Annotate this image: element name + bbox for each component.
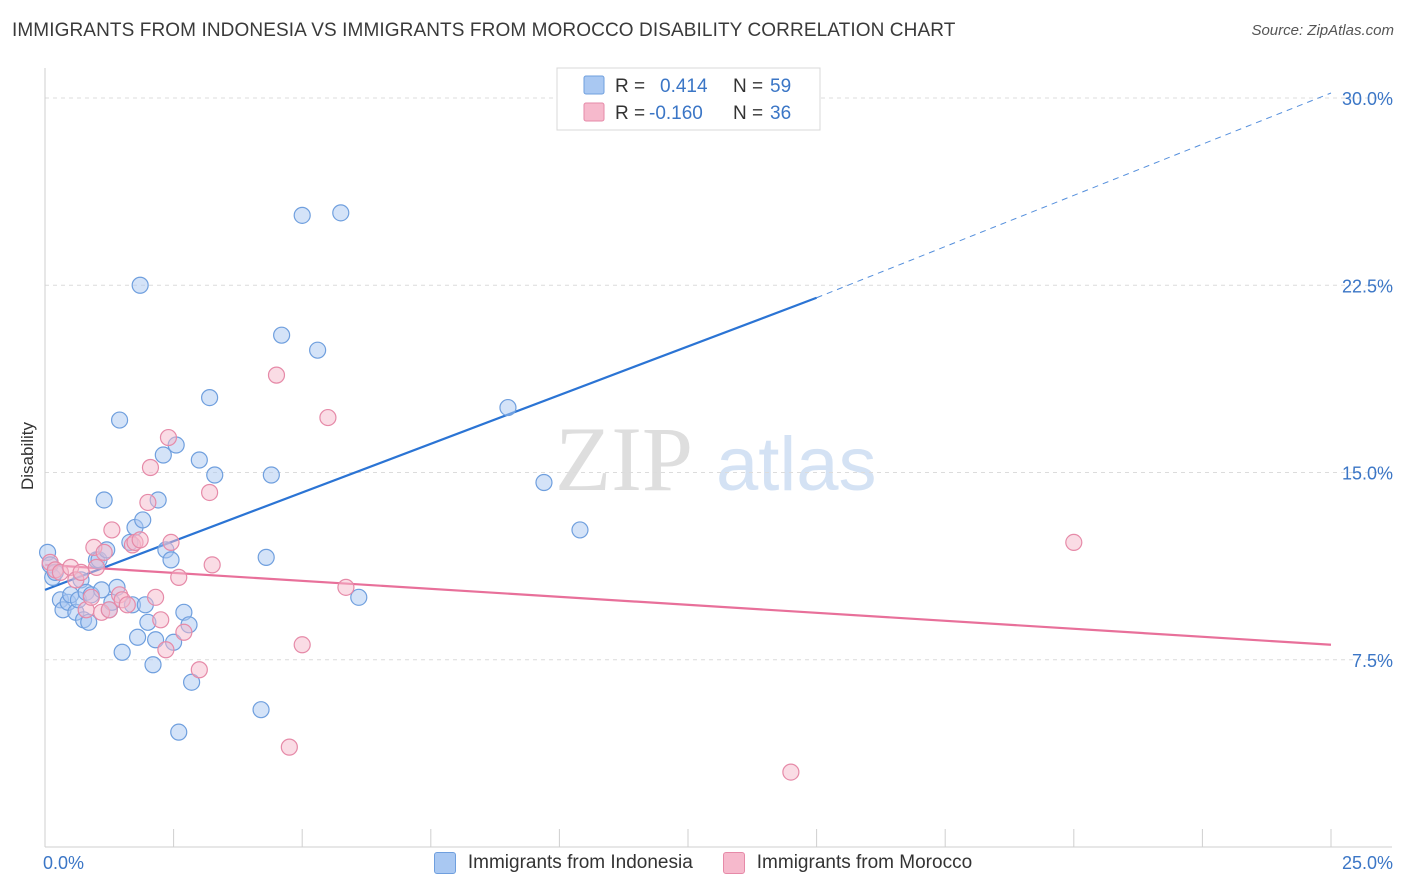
trendline-indonesia-extension bbox=[816, 92, 1332, 299]
legend-n-value-indonesia: 59 bbox=[770, 76, 791, 97]
gridlines bbox=[45, 97, 1392, 661]
point-morocco bbox=[87, 558, 106, 576]
point-morocco bbox=[337, 578, 355, 596]
legend-n-label-morocco: N = bbox=[733, 103, 763, 124]
legend-item-indonesia: Immigrants from Indonesia bbox=[433, 852, 693, 874]
legend-n-label-indonesia: N = bbox=[733, 76, 763, 97]
series-legend: Immigrants from Indonesia Immigrants fro… bbox=[0, 852, 1406, 874]
point-indonesia bbox=[183, 673, 201, 691]
point-indonesia bbox=[206, 466, 224, 484]
point-morocco bbox=[203, 556, 221, 574]
point-morocco bbox=[72, 563, 90, 581]
legend-r-value-indonesia: 0.414 bbox=[660, 76, 708, 97]
x-tick-label-min: 0.0% bbox=[43, 853, 84, 873]
legend-r-label-morocco: R = bbox=[615, 103, 645, 124]
point-morocco bbox=[293, 636, 311, 654]
point-morocco bbox=[141, 458, 160, 477]
legend-n-value-morocco: 36 bbox=[770, 103, 791, 124]
point-morocco bbox=[82, 588, 100, 606]
watermark-zip: ZIP bbox=[555, 408, 693, 510]
point-morocco bbox=[118, 596, 136, 614]
point-indonesia bbox=[309, 341, 327, 359]
axes bbox=[44, 68, 1392, 848]
x-tick-labels: 0.0% 25.0% bbox=[43, 853, 1393, 873]
point-indonesia bbox=[499, 398, 517, 417]
x-tick-label-max: 25.0% bbox=[1342, 853, 1393, 873]
point-morocco bbox=[280, 738, 298, 756]
point-morocco bbox=[95, 543, 113, 561]
point-morocco bbox=[175, 623, 193, 641]
legend-label-indonesia: Immigrants from Indonesia bbox=[467, 852, 693, 873]
point-indonesia bbox=[350, 588, 368, 606]
legend-square-morocco bbox=[722, 852, 745, 874]
y-tick-label: 30.0% bbox=[1342, 89, 1393, 109]
point-indonesia bbox=[113, 643, 131, 661]
source-credit: Source: ZipAtlas.com bbox=[1251, 22, 1394, 39]
chart-title: IMMIGRANTS FROM INDONESIA VS IMMIGRANTS … bbox=[12, 20, 956, 41]
point-morocco bbox=[319, 408, 337, 427]
point-indonesia bbox=[95, 491, 113, 509]
point-indonesia bbox=[332, 204, 350, 222]
stats-legend: R = 0.414 N = 59 R = -0.160 N = 36 bbox=[556, 67, 821, 131]
point-indonesia bbox=[134, 511, 152, 529]
point-indonesia bbox=[128, 628, 147, 646]
point-indonesia bbox=[162, 551, 180, 569]
point-indonesia bbox=[571, 521, 589, 539]
point-morocco bbox=[100, 601, 118, 619]
legend-item-morocco: Immigrants from Morocco bbox=[722, 852, 973, 874]
point-morocco bbox=[159, 428, 178, 447]
point-morocco bbox=[1065, 533, 1083, 552]
legend-label-morocco: Immigrants from Morocco bbox=[756, 852, 973, 873]
data-points bbox=[38, 204, 1083, 781]
legend-swatch-morocco bbox=[583, 102, 605, 122]
point-indonesia bbox=[144, 656, 162, 674]
point-indonesia bbox=[131, 276, 149, 294]
y-tick-label: 7.5% bbox=[1352, 651, 1393, 671]
legend-swatch-indonesia bbox=[583, 75, 605, 95]
point-indonesia bbox=[170, 723, 188, 741]
point-morocco bbox=[782, 763, 800, 781]
point-morocco bbox=[201, 483, 219, 502]
y-tick-label: 15.0% bbox=[1342, 464, 1393, 484]
point-morocco bbox=[170, 568, 188, 586]
trendlines bbox=[44, 92, 1332, 646]
point-indonesia bbox=[201, 389, 219, 407]
y-tick-labels: 7.5% 15.0% 22.5% 30.0% bbox=[1342, 89, 1393, 671]
point-indonesia bbox=[293, 206, 311, 224]
point-morocco bbox=[267, 366, 286, 384]
point-morocco bbox=[190, 661, 208, 679]
point-morocco bbox=[131, 531, 149, 549]
point-indonesia bbox=[110, 411, 129, 429]
point-morocco bbox=[146, 588, 165, 606]
legend-square-indonesia bbox=[433, 852, 456, 874]
point-morocco bbox=[162, 533, 180, 552]
trendline-morocco bbox=[44, 563, 1332, 646]
point-morocco bbox=[139, 493, 157, 512]
point-indonesia bbox=[190, 451, 208, 469]
point-indonesia bbox=[273, 326, 291, 344]
legend-r-value-morocco: -0.160 bbox=[649, 103, 703, 124]
point-indonesia bbox=[146, 631, 165, 649]
legend-r-label-indonesia: R = bbox=[615, 76, 645, 97]
point-indonesia bbox=[262, 466, 280, 484]
point-morocco bbox=[157, 641, 175, 659]
point-indonesia bbox=[252, 701, 270, 719]
point-indonesia bbox=[154, 446, 172, 464]
watermark-atlas: atlas bbox=[716, 422, 877, 507]
y-tick-label: 22.5% bbox=[1342, 276, 1393, 296]
point-morocco bbox=[103, 521, 121, 539]
point-morocco bbox=[152, 611, 170, 629]
point-indonesia bbox=[535, 473, 553, 492]
point-indonesia bbox=[257, 548, 275, 566]
